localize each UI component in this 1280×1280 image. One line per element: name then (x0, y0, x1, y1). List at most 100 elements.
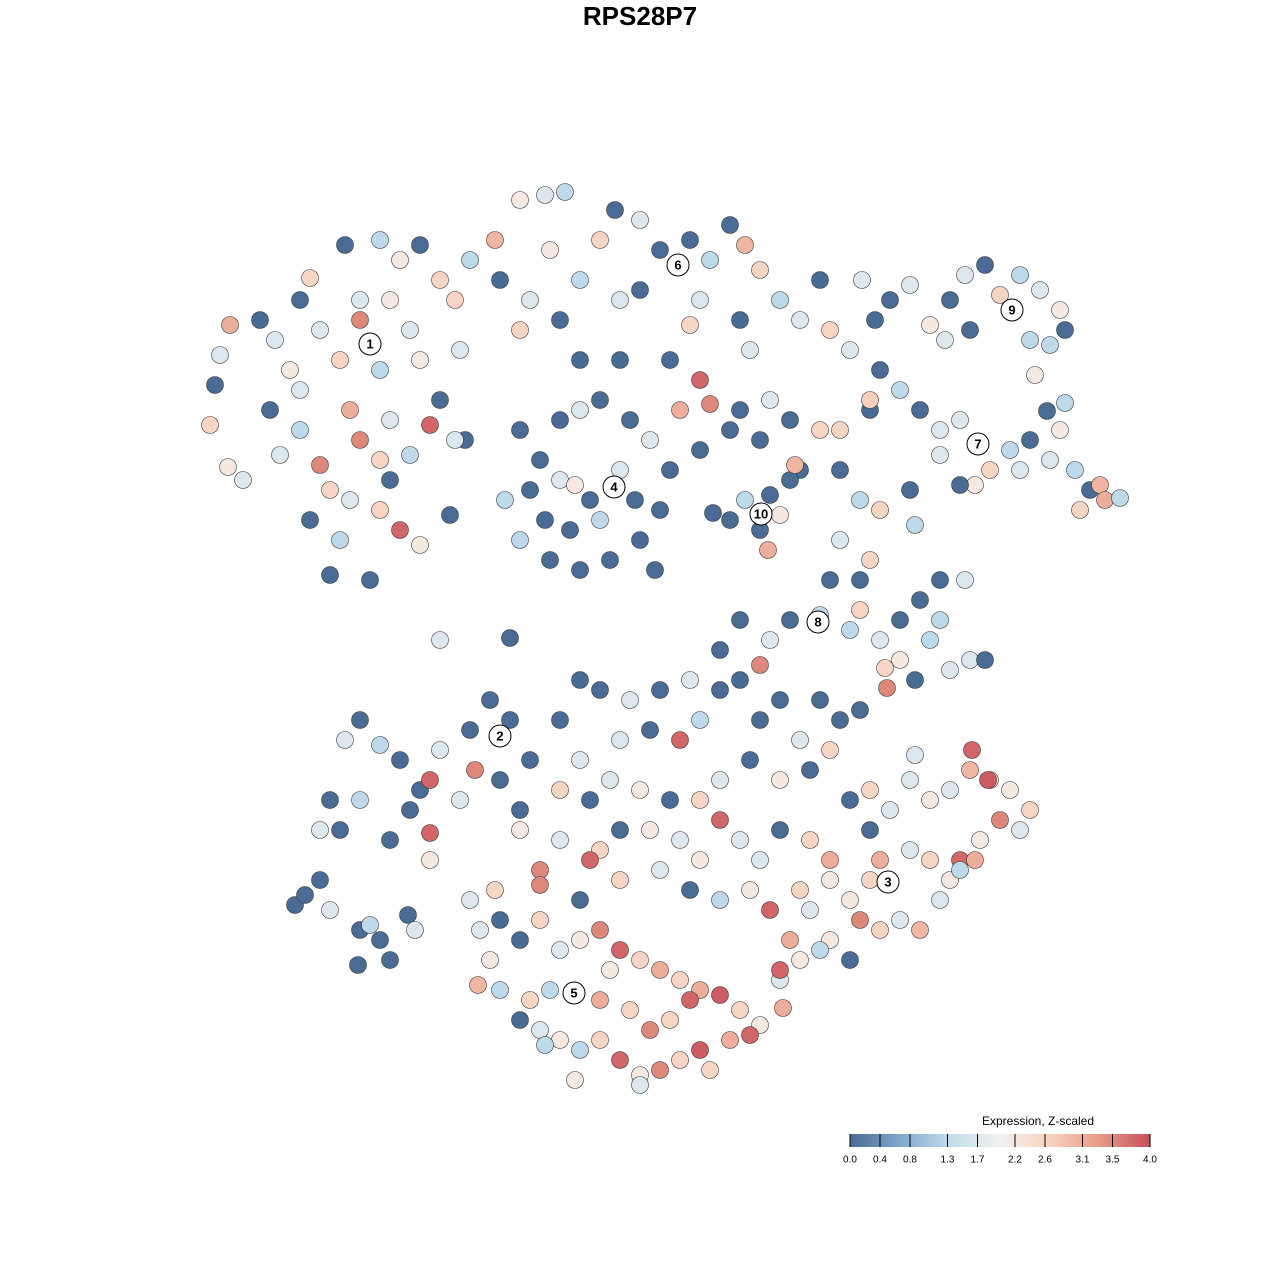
point (966, 476, 984, 494)
point (591, 921, 609, 939)
point (901, 771, 919, 789)
point (941, 661, 959, 679)
point (301, 511, 319, 529)
point (741, 341, 759, 359)
point (781, 471, 799, 489)
cluster-label: 3 (884, 874, 891, 889)
point (831, 461, 849, 479)
point (991, 286, 1009, 304)
point (551, 311, 569, 329)
point (431, 741, 449, 759)
point (671, 731, 689, 749)
point (681, 991, 699, 1009)
point (721, 1031, 739, 1049)
point (471, 921, 489, 939)
cluster-label: 9 (1008, 302, 1015, 317)
point (611, 941, 629, 959)
point (481, 951, 499, 969)
point (571, 561, 589, 579)
point (731, 401, 749, 419)
point (941, 781, 959, 799)
point (956, 266, 974, 284)
point (491, 771, 509, 789)
point (466, 761, 484, 779)
point (761, 486, 779, 504)
point (881, 291, 899, 309)
point (631, 951, 649, 969)
point (591, 511, 609, 529)
point (851, 701, 869, 719)
point (774, 999, 792, 1017)
point (491, 981, 509, 999)
point (831, 531, 849, 549)
point (1021, 431, 1039, 449)
point (786, 456, 804, 474)
cluster-marker (666, 253, 690, 277)
point (641, 821, 659, 839)
point (861, 781, 879, 799)
colorbar-tick-label: 1.3 (941, 1155, 955, 1166)
point (391, 251, 409, 269)
cluster-marker (1000, 298, 1024, 322)
point (906, 671, 924, 689)
point (701, 251, 719, 269)
point (451, 791, 469, 809)
point (1096, 491, 1114, 509)
point (701, 1061, 719, 1079)
point (711, 641, 729, 659)
point (541, 241, 559, 259)
point (801, 901, 819, 919)
point (351, 791, 369, 809)
point (281, 361, 299, 379)
cluster-label: 10 (754, 506, 768, 521)
point (661, 461, 679, 479)
point (431, 271, 449, 289)
point (536, 1036, 554, 1054)
point (621, 1001, 639, 1019)
point (411, 351, 429, 369)
point (736, 236, 754, 254)
point (821, 571, 839, 589)
point (591, 231, 609, 249)
point (651, 241, 669, 259)
point (331, 531, 349, 549)
point (601, 551, 619, 569)
point (771, 506, 789, 524)
point (961, 321, 979, 339)
point (931, 421, 949, 439)
point (571, 671, 589, 689)
point (761, 901, 779, 919)
point (1071, 501, 1089, 519)
point (711, 771, 729, 789)
cluster-marker (749, 502, 773, 526)
point (1066, 461, 1084, 479)
point (911, 401, 929, 419)
point (601, 961, 619, 979)
point (521, 991, 539, 1009)
point (651, 681, 669, 699)
point (391, 751, 409, 769)
point (631, 1076, 649, 1094)
point (831, 711, 849, 729)
point (931, 611, 949, 629)
point (691, 441, 709, 459)
point (371, 931, 389, 949)
point (841, 621, 859, 639)
point (681, 316, 699, 334)
point (1001, 441, 1019, 459)
point (421, 771, 439, 789)
point (291, 291, 309, 309)
point (421, 416, 439, 434)
colorbar-tick-label: 3.1 (1076, 1155, 1090, 1166)
point (1051, 421, 1069, 439)
point (671, 401, 689, 419)
point (631, 781, 649, 799)
point (1051, 301, 1069, 319)
point (1021, 801, 1039, 819)
point (1041, 336, 1059, 354)
point (1091, 476, 1109, 494)
point (891, 651, 909, 669)
point (511, 931, 529, 949)
point (311, 871, 329, 889)
